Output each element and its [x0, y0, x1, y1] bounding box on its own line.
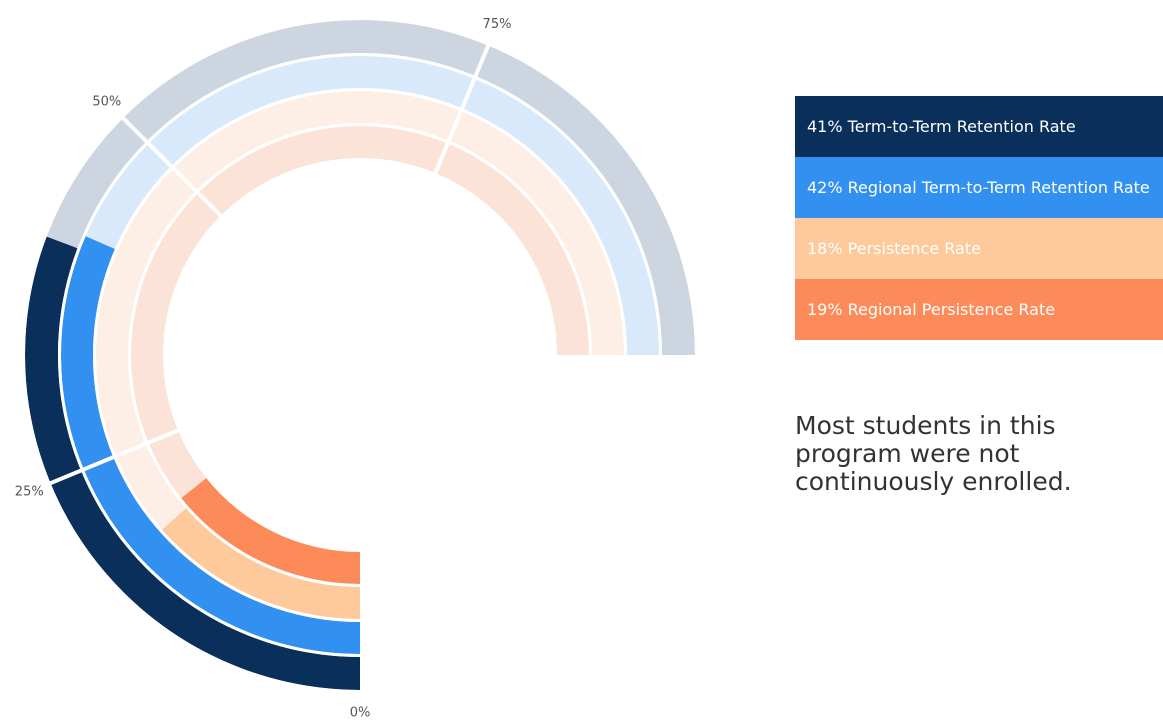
- legend-text: Persistence Rate: [847, 239, 981, 258]
- tick-gap: [47, 427, 181, 486]
- tick-gap: [432, 42, 491, 176]
- legend-item: 19% Regional Persistence Rate: [795, 279, 1163, 340]
- legend-text: Regional Persistence Rate: [847, 300, 1056, 319]
- ring-gap: [58, 53, 662, 657]
- legend-text: 41%: [807, 117, 843, 136]
- tick-label: 0%: [350, 706, 371, 721]
- tick-label: 25%: [15, 485, 44, 500]
- legend-text: 18%: [807, 239, 843, 258]
- legend-text: 19%: [807, 300, 843, 319]
- chart: 0% 25% 50% 75%: [14, 16, 698, 721]
- legend: 41% Term-to-Term Retention Rate 42% Regio…: [795, 96, 1163, 340]
- legend-item: 42% Regional Term-to-Term Retention Rate: [795, 157, 1163, 218]
- bar: [25, 236, 360, 690]
- ring-gap: [128, 123, 592, 587]
- ring-gap: [22, 17, 698, 693]
- annotation: Most students in this program were not c…: [795, 411, 1072, 496]
- legend-item: 41% Term-to-Term Retention Rate: [795, 96, 1163, 157]
- legend-text: Term-to-Term Retention Rate: [847, 117, 1076, 136]
- bar: [181, 478, 360, 584]
- legend-text: 42%: [807, 178, 843, 197]
- tick-gap: [120, 115, 224, 219]
- legend-item: 18% Persistence Rate: [795, 218, 1163, 279]
- bar: [61, 236, 361, 654]
- tick-label: 75%: [483, 17, 512, 32]
- legend-text: Regional Term-to-Term Retention Rate: [847, 178, 1150, 197]
- bar: [161, 508, 360, 619]
- ring-gap: [93, 88, 627, 622]
- tick-label: 50%: [92, 94, 121, 109]
